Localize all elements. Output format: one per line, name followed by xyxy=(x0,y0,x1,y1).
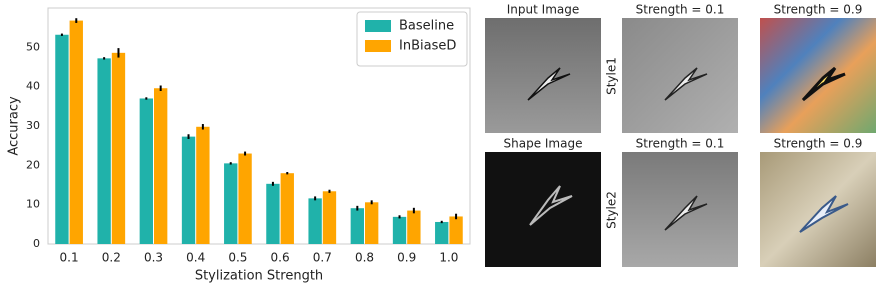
plot-frame xyxy=(47,7,471,245)
y-axis-label: Accuracy xyxy=(7,96,22,156)
bar xyxy=(280,173,294,244)
row-label: Style1 xyxy=(605,57,619,95)
bar xyxy=(308,198,322,244)
x-tick-label: 0.1 xyxy=(60,251,79,265)
bar xyxy=(392,216,407,244)
bar xyxy=(322,191,337,244)
x-axis-label: Stylization Strength xyxy=(195,269,323,284)
y-tick-label: 20 xyxy=(26,158,40,171)
bar xyxy=(238,153,252,244)
bar xyxy=(55,34,69,244)
image-title: Strength = 0.1 xyxy=(636,137,725,151)
image xyxy=(760,18,876,133)
legend-swatch xyxy=(365,40,391,52)
bird xyxy=(529,185,573,226)
y-tick-label: 50 xyxy=(26,40,40,53)
x-tick-label: 0.8 xyxy=(355,251,374,265)
legend-label: Baseline xyxy=(399,19,454,34)
bird xyxy=(801,66,846,102)
image-title: Strength = 0.9 xyxy=(774,137,863,151)
bird xyxy=(527,67,571,101)
bar xyxy=(350,208,364,244)
bird xyxy=(664,67,708,101)
bar xyxy=(139,98,153,244)
bar xyxy=(266,183,280,244)
image xyxy=(760,152,876,267)
bar xyxy=(365,202,379,244)
bar xyxy=(407,210,421,244)
y-tick-label: 0 xyxy=(33,237,40,250)
image xyxy=(485,18,601,133)
bar xyxy=(181,136,196,244)
y-tick-label: 30 xyxy=(26,119,40,132)
bar xyxy=(69,20,83,244)
x-tick-label: 0.7 xyxy=(313,251,332,265)
bird xyxy=(664,195,708,231)
image-grid: Input Image Strength = 0.1 Strength = 0.… xyxy=(485,3,876,267)
x-tick-label: 0.4 xyxy=(186,251,205,265)
bar xyxy=(435,221,449,244)
x-tick-label: 1.0 xyxy=(439,251,458,265)
bar xyxy=(224,163,238,244)
image xyxy=(622,18,738,133)
legend-label: InBiaseD xyxy=(399,39,456,54)
image-title: Shape Image xyxy=(504,137,583,151)
image-title: Strength = 0.1 xyxy=(636,3,725,17)
image-title: Input Image xyxy=(507,3,579,17)
bar xyxy=(449,216,463,244)
x-tick-label: 0.3 xyxy=(144,251,163,265)
bar xyxy=(111,52,126,245)
bar xyxy=(154,88,168,245)
row-label: Style2 xyxy=(605,191,619,229)
bird xyxy=(799,195,849,233)
x-tick-label: 0.9 xyxy=(397,251,416,265)
bar xyxy=(196,126,210,244)
image xyxy=(485,152,601,267)
y-tick-label: 10 xyxy=(26,198,40,211)
legend-swatch xyxy=(365,20,391,32)
y-tick-label: 40 xyxy=(26,80,40,93)
x-tick-label: 0.6 xyxy=(271,251,290,265)
x-tick-label: 0.2 xyxy=(102,251,121,265)
x-tick-label: 0.5 xyxy=(228,251,247,265)
bar xyxy=(97,58,111,245)
image-title: Strength = 0.9 xyxy=(774,3,863,17)
image xyxy=(622,152,738,267)
